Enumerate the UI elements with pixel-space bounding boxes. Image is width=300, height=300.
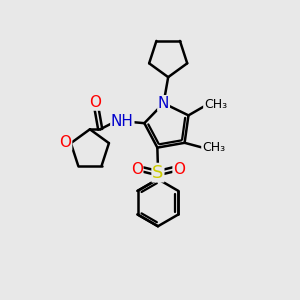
Text: O: O [131,162,143,177]
Text: O: O [89,95,101,110]
Text: CH₃: CH₃ [202,141,225,154]
Text: CH₃: CH₃ [204,98,227,111]
Text: S: S [152,164,164,181]
Text: N: N [158,96,169,111]
Text: NH: NH [111,114,134,129]
Text: O: O [60,135,72,150]
Text: O: O [173,162,185,177]
